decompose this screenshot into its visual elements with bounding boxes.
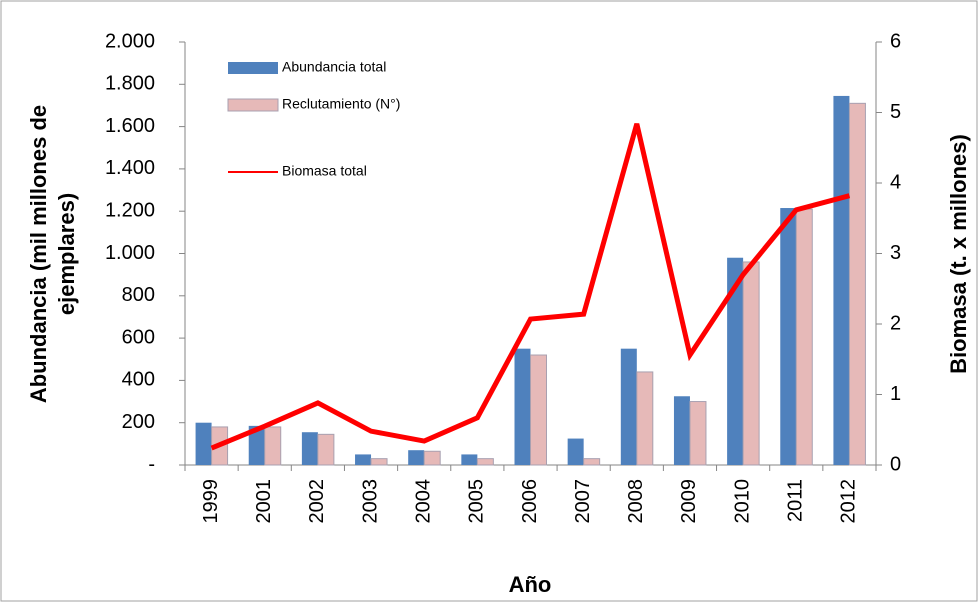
y2-tick-label: 6 [890,30,901,52]
bar [370,458,388,466]
y2-axis-title: Biomasa (t. x millones) [946,134,971,374]
bar [408,450,425,465]
bar [780,208,797,465]
bar [567,438,584,465]
x-tick-label: 2003 [359,479,381,524]
x-tick-label: 2005 [466,479,488,524]
x-axis-title: Año [509,572,552,597]
bar [317,433,335,466]
y2-tick-label: 0 [890,453,901,475]
bar [476,458,494,466]
bar [689,401,707,466]
bar [673,396,690,465]
bar [833,95,850,466]
bar [264,426,282,466]
bar [195,422,212,465]
bar [530,354,547,466]
bar [355,454,372,465]
legend-swatch [227,98,279,112]
y-tick-label: 200 [122,411,155,433]
bar [583,458,601,466]
bar [423,450,441,466]
legend-swatch [228,62,278,74]
bar [620,348,637,465]
y-tick-label: 1.400 [105,157,155,179]
y-tick-label: 1.200 [105,199,155,221]
x-tick-label: 2009 [678,479,700,524]
y-axis-title: Abundancia (mil millones de [26,105,51,403]
x-tick-label: 2007 [572,479,594,524]
legend-label: Biomasa total [282,163,367,179]
y-tick-label: 2.000 [105,30,155,52]
bar [795,208,813,466]
y-tick-label: 800 [122,284,155,306]
y-tick-label: 1.600 [105,115,155,137]
x-tick-label: 2008 [625,479,647,524]
bar [848,102,866,466]
x-tick-label: 2011 [785,479,807,522]
y-tick-label: 400 [122,369,155,391]
y-tick-label: 600 [122,326,155,348]
y2-tick-label: 3 [890,242,901,264]
legend-label: Reclutamiento (N°) [282,96,400,112]
bar [301,432,318,465]
bar [742,261,760,466]
bar [727,257,744,465]
y2-tick-label: 5 [890,101,901,123]
bar [636,371,654,466]
x-tick-label: 2006 [519,479,541,524]
y-axis-title: ejemplares) [54,193,79,315]
bar [514,348,531,465]
x-tick-label: 1999 [200,479,222,524]
y2-tick-label: 4 [890,171,901,193]
x-tick-label: 2002 [306,479,328,524]
y-tick-label: 1.000 [105,242,155,264]
bar [248,425,265,465]
x-tick-label: 2012 [838,479,860,524]
y-tick-label: - [148,453,155,475]
x-tick-label: 2004 [412,479,434,524]
legend-label: Abundancia total [282,59,386,75]
y2-tick-label: 2 [890,312,901,334]
bar [461,454,478,465]
y2-tick-label: 1 [890,383,901,405]
line [210,123,851,451]
x-tick-label: 2001 [253,479,275,524]
x-tick-label: 2010 [731,479,753,524]
y-tick-label: 1.800 [105,73,155,95]
